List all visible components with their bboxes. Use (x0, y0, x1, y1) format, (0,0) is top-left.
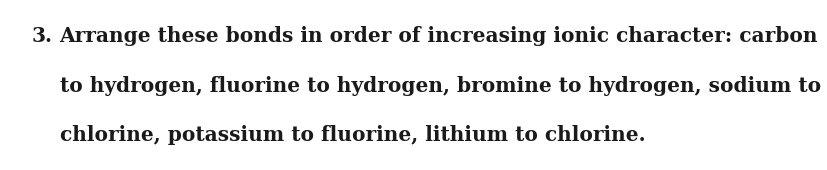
Text: Arrange these bonds in order of increasing ionic character: carbon: Arrange these bonds in order of increasi… (60, 27, 817, 47)
Text: to hydrogen, fluorine to hydrogen, bromine to hydrogen, sodium to: to hydrogen, fluorine to hydrogen, bromi… (60, 76, 820, 96)
Text: chlorine, potassium to fluorine, lithium to chlorine.: chlorine, potassium to fluorine, lithium… (60, 125, 644, 145)
Text: 3.: 3. (31, 27, 52, 47)
